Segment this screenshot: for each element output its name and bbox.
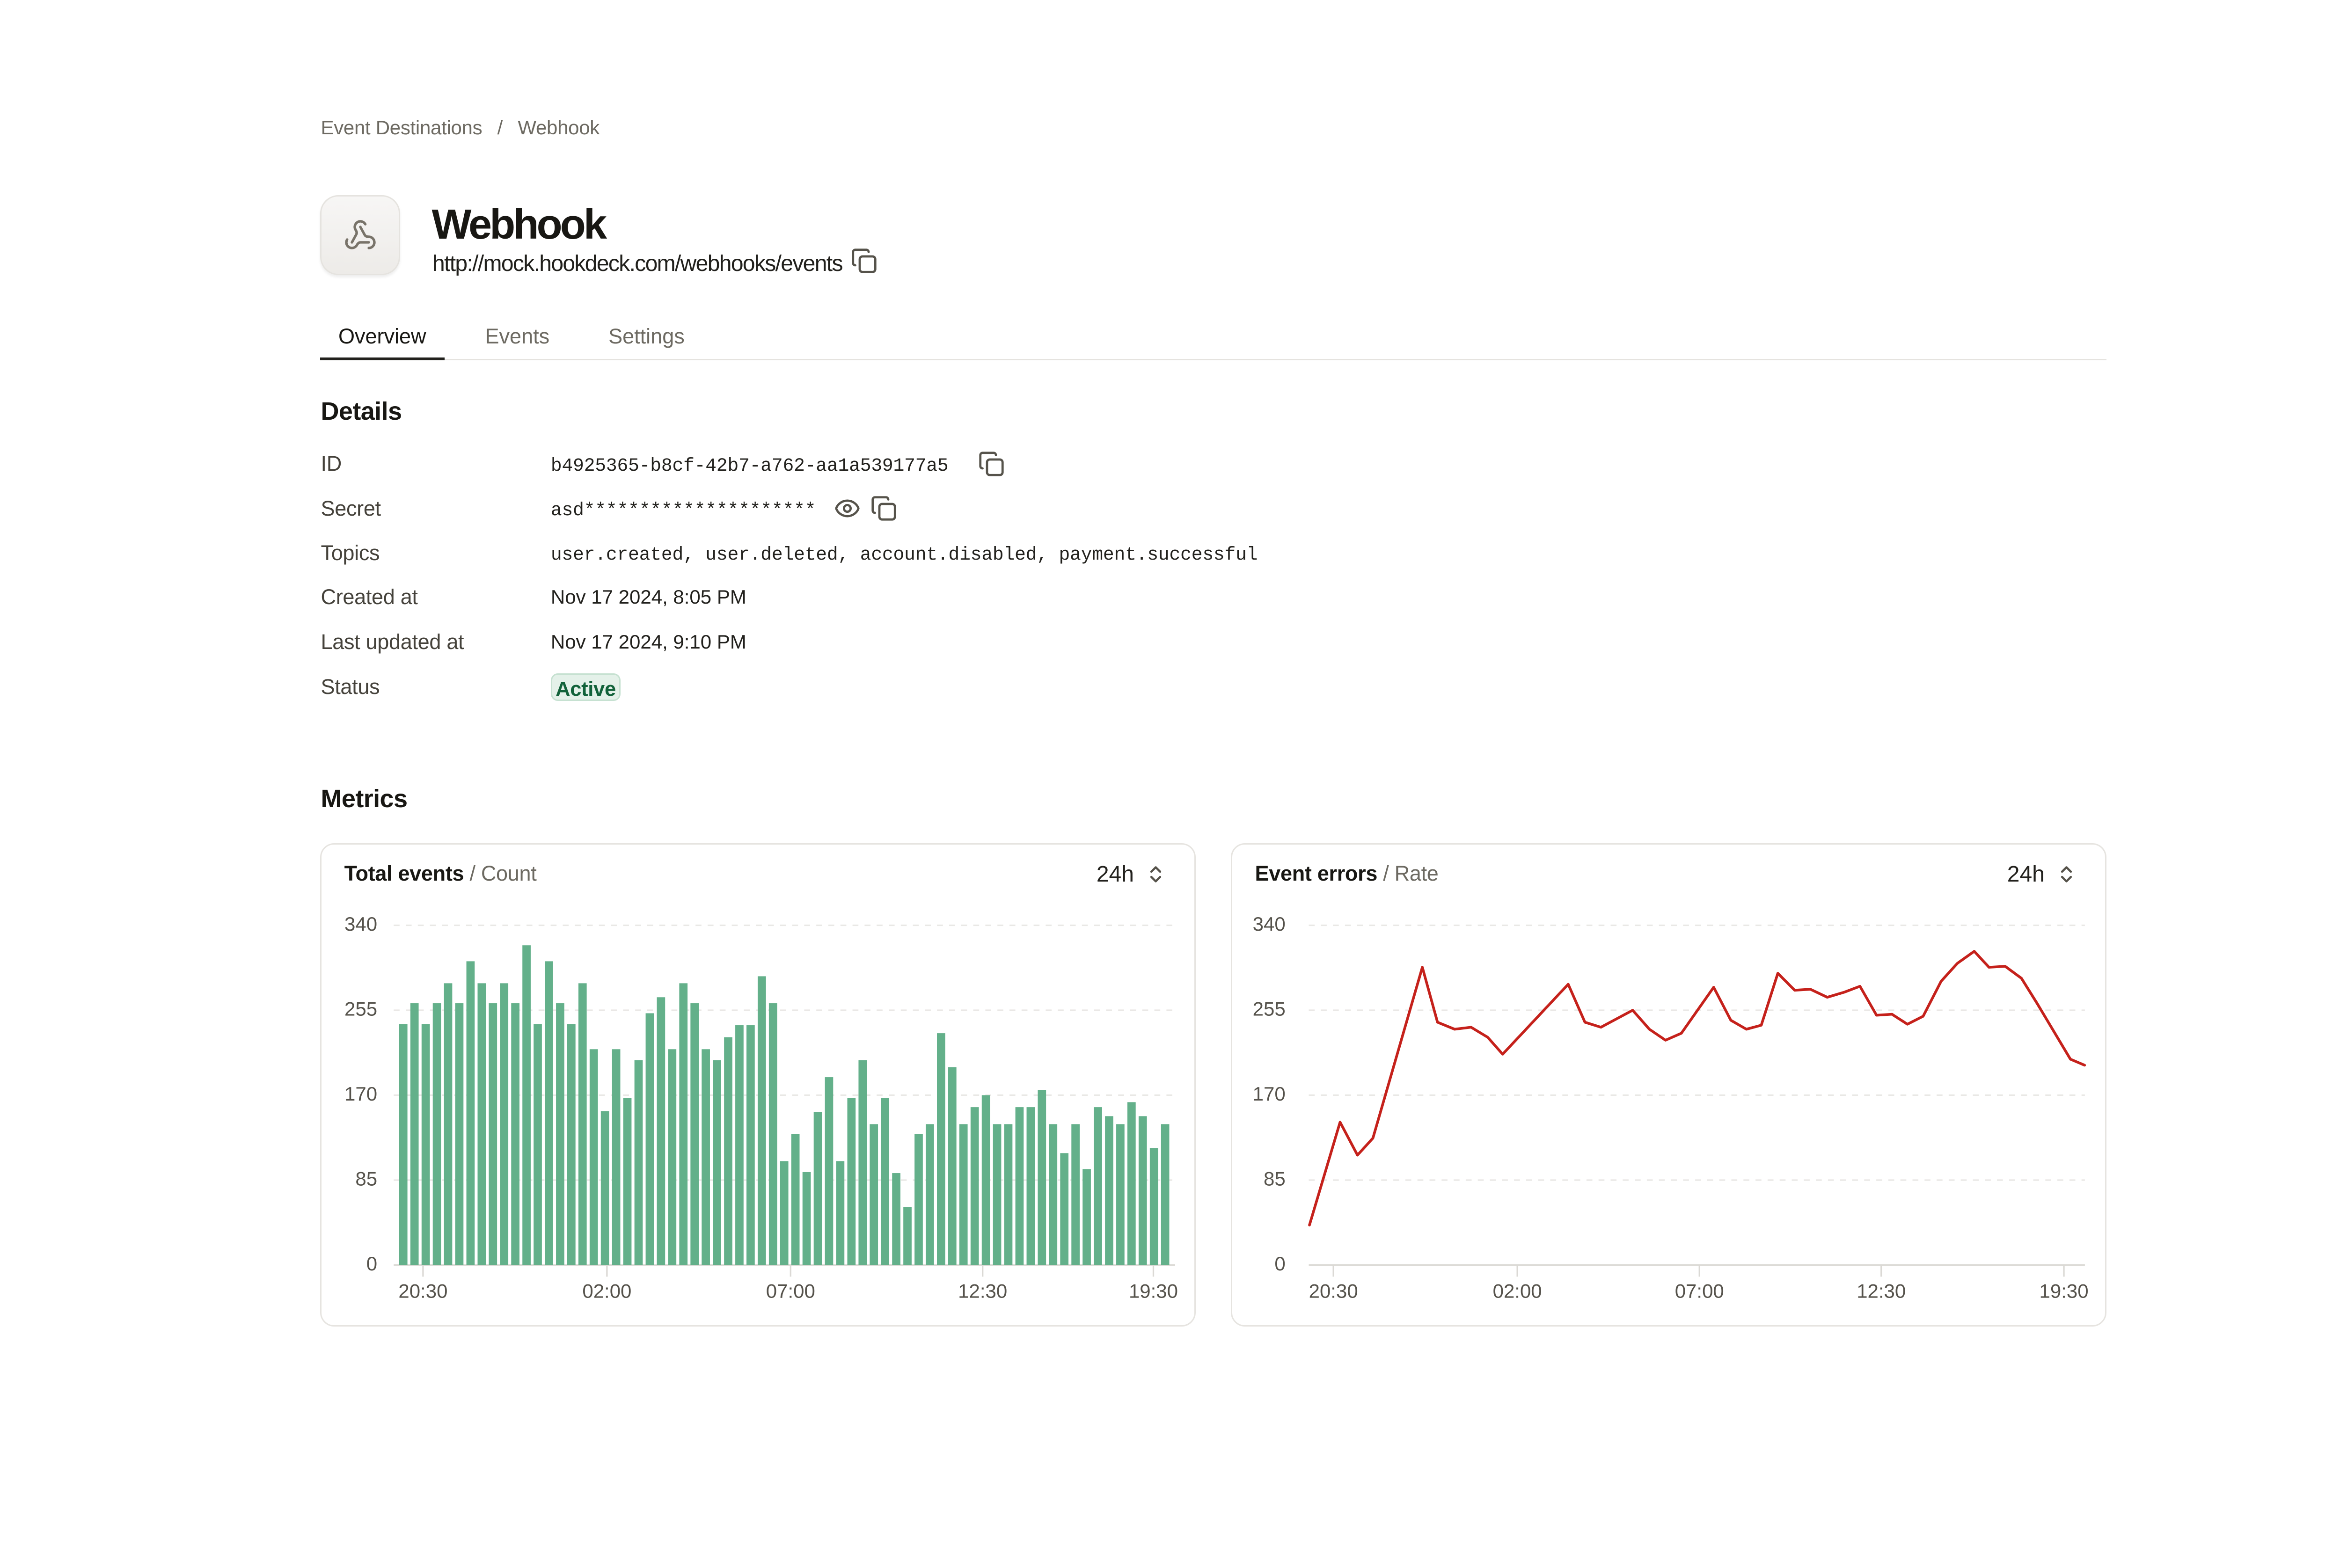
svg-text:12:30: 12:30 xyxy=(958,1280,1007,1302)
svg-text:07:00: 07:00 xyxy=(1675,1280,1724,1302)
svg-text:02:00: 02:00 xyxy=(582,1280,631,1302)
svg-text:20:30: 20:30 xyxy=(398,1280,447,1302)
svg-text:170: 170 xyxy=(344,1083,377,1105)
svg-text:0: 0 xyxy=(366,1253,377,1275)
svg-text:07:00: 07:00 xyxy=(766,1280,815,1302)
svg-text:170: 170 xyxy=(1253,1083,1286,1105)
svg-text:02:00: 02:00 xyxy=(1493,1280,1542,1302)
svg-text:340: 340 xyxy=(344,913,377,935)
svg-text:0: 0 xyxy=(1274,1253,1285,1275)
svg-text:19:30: 19:30 xyxy=(1129,1280,1178,1302)
svg-text:19:30: 19:30 xyxy=(2039,1280,2088,1302)
svg-text:85: 85 xyxy=(355,1167,377,1189)
svg-text:255: 255 xyxy=(1253,998,1286,1020)
svg-text:12:30: 12:30 xyxy=(1857,1280,1906,1302)
svg-text:85: 85 xyxy=(1264,1167,1286,1189)
svg-text:340: 340 xyxy=(1253,913,1286,935)
svg-text:20:30: 20:30 xyxy=(1309,1280,1358,1302)
svg-text:255: 255 xyxy=(344,998,377,1020)
